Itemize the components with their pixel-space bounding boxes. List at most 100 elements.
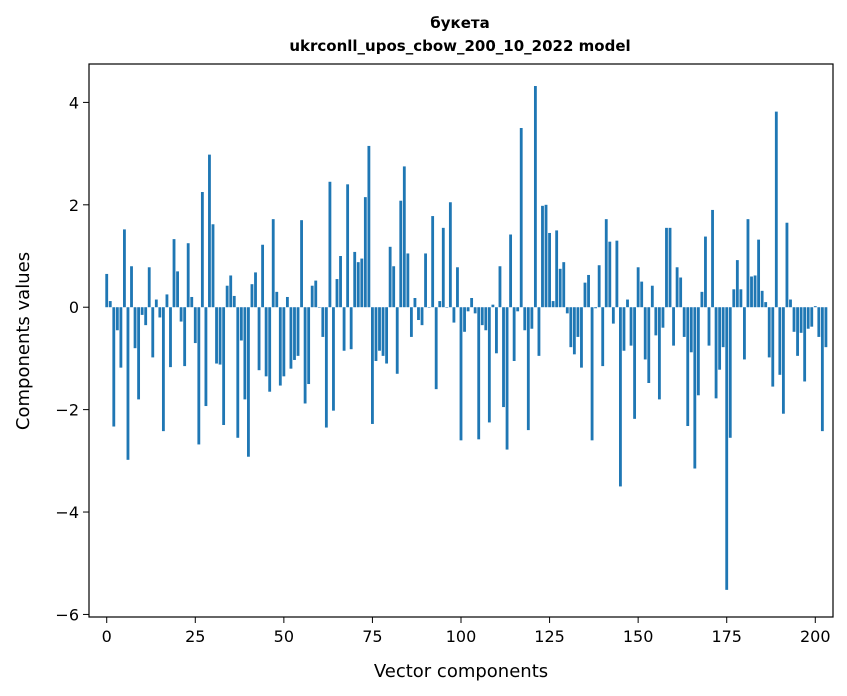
bar-series — [105, 86, 828, 590]
bar-71 — [356, 262, 360, 308]
bar-128 — [558, 268, 562, 308]
bar-107 — [484, 307, 488, 331]
bar-54 — [296, 307, 300, 356]
bar-178 — [735, 260, 739, 308]
bar-174 — [721, 307, 725, 348]
bar-147 — [626, 299, 629, 308]
bar-197 — [803, 307, 807, 382]
bar-135 — [583, 282, 587, 308]
bar-40 — [247, 307, 250, 457]
bar-196 — [799, 307, 803, 333]
bar-24 — [190, 296, 194, 308]
bar-79 — [385, 307, 389, 364]
bar-22 — [183, 307, 187, 367]
bar-58 — [310, 285, 314, 308]
bar-114 — [509, 234, 513, 308]
x-tick-label: 175 — [711, 627, 742, 646]
bar-129 — [562, 262, 566, 308]
bar-34 — [225, 285, 229, 308]
bar-194 — [792, 307, 796, 332]
bar-139 — [597, 265, 601, 308]
bar-195 — [796, 307, 799, 356]
bar-141 — [604, 219, 608, 308]
x-axis-label: Vector components — [374, 661, 548, 682]
bar-96 — [445, 307, 449, 308]
bar-143 — [611, 307, 615, 324]
bar-33 — [222, 307, 226, 425]
bar-52 — [289, 307, 293, 369]
bar-10 — [140, 307, 144, 315]
bar-44 — [261, 244, 265, 308]
bar-19 — [172, 239, 176, 308]
y-tick-label: −2 — [55, 401, 79, 420]
bar-155 — [654, 307, 658, 336]
bar-125 — [548, 232, 551, 308]
bar-163 — [682, 307, 686, 337]
bar-105 — [477, 307, 481, 440]
bar-38 — [239, 307, 243, 341]
bar-116 — [516, 307, 520, 312]
plot-frame — [88, 63, 834, 618]
bar-165 — [689, 307, 693, 353]
bar-149 — [633, 307, 637, 419]
bar-175 — [725, 307, 729, 590]
bar-68 — [346, 184, 350, 308]
bar-153 — [647, 307, 651, 383]
bar-49 — [278, 307, 282, 386]
bar-131 — [569, 307, 573, 348]
bar-183 — [753, 275, 757, 308]
chart-title-line-1: букета — [430, 14, 489, 32]
bar-164 — [686, 307, 690, 427]
bar-161 — [675, 267, 679, 308]
bar-202 — [820, 307, 824, 432]
bar-16 — [161, 307, 165, 432]
bar-31 — [215, 307, 218, 364]
bar-39 — [243, 307, 247, 400]
bar-42 — [254, 272, 257, 308]
bar-142 — [608, 241, 612, 308]
bar-23 — [186, 243, 190, 308]
bar-6 — [126, 307, 130, 460]
bar-158 — [665, 227, 668, 308]
bar-190 — [778, 307, 782, 375]
bar-21 — [179, 307, 183, 322]
bar-132 — [572, 307, 576, 355]
bar-53 — [293, 307, 296, 360]
bar-168 — [700, 291, 704, 308]
x-axis-ticks: 0 25 50 75 100 125 150 175 200 — [102, 617, 831, 646]
bar-87 — [413, 298, 417, 308]
bar-20 — [176, 271, 179, 308]
x-tick-label: 100 — [446, 627, 477, 646]
bar-106 — [480, 307, 484, 326]
bar-11 — [144, 307, 148, 326]
bar-77 — [378, 307, 381, 351]
x-tick-label: 125 — [534, 627, 565, 646]
bar-27 — [200, 192, 204, 308]
bar-8 — [133, 307, 137, 349]
bar-15 — [158, 307, 162, 318]
bar-95 — [441, 227, 445, 308]
bar-200 — [813, 306, 817, 308]
bar-97 — [448, 202, 452, 308]
bar-13 — [151, 307, 155, 358]
bar-41 — [250, 284, 254, 308]
bar-0 — [105, 273, 109, 308]
bar-184 — [757, 239, 761, 308]
bar-104 — [473, 307, 477, 314]
bar-152 — [643, 307, 647, 360]
bar-37 — [236, 307, 240, 438]
bar-81 — [392, 266, 396, 308]
bar-12 — [147, 267, 151, 308]
bar-112 — [502, 307, 505, 408]
bar-136 — [587, 274, 590, 308]
bar-32 — [218, 307, 222, 365]
bar-171 — [711, 209, 714, 308]
bar-186 — [764, 302, 768, 308]
bar-144 — [615, 240, 619, 308]
bar-119 — [526, 307, 530, 431]
bar-157 — [661, 307, 665, 328]
bar-48 — [275, 291, 279, 308]
bar-85 — [406, 253, 410, 308]
bar-181 — [746, 219, 750, 308]
